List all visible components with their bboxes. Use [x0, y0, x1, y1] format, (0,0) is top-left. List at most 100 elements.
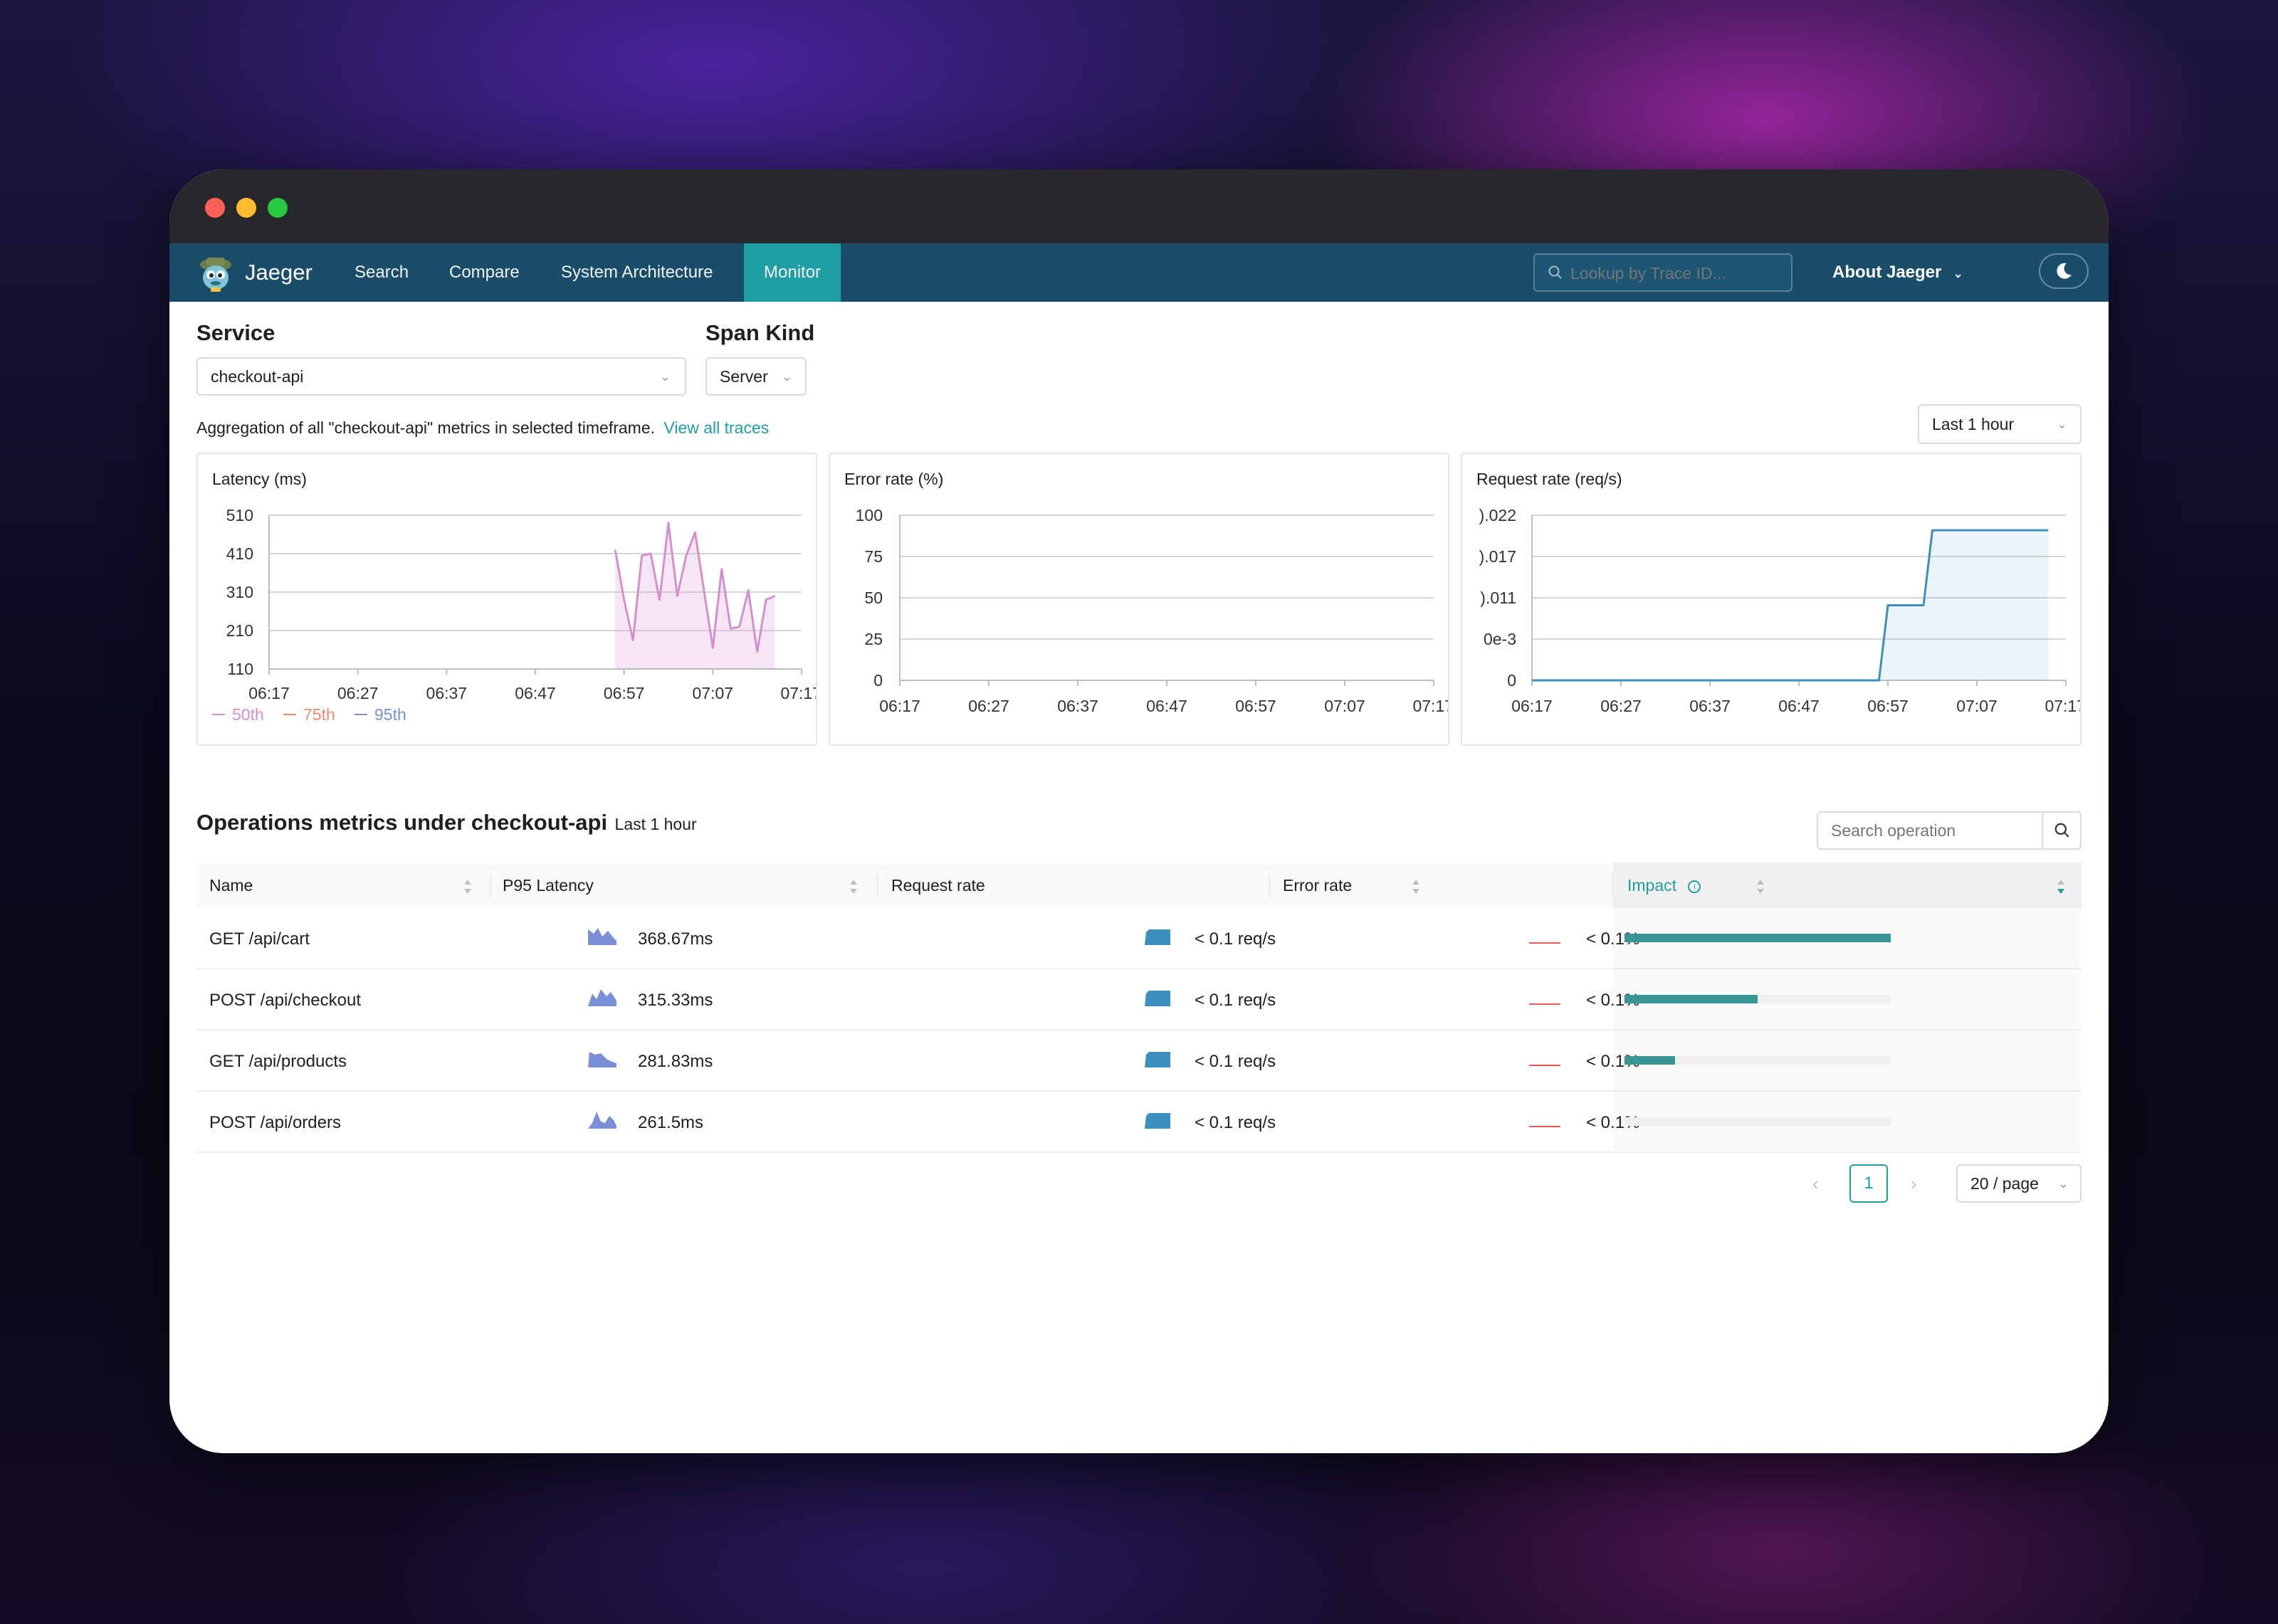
error-rate-sparkline-icon	[1529, 1065, 1560, 1066]
sort-icon[interactable]	[1755, 878, 1765, 895]
latency-chart-title: Latency (ms)	[212, 470, 307, 488]
table-row[interactable]: POST /api/checkout 315.33ms < 0.1 req/s …	[196, 969, 2082, 1030]
chevron-down-icon: ⌄	[659, 369, 671, 384]
table-row[interactable]: GET /api/products 281.83ms < 0.1 req/s <…	[196, 1030, 2082, 1091]
operation-name[interactable]: POST /api/checkout	[209, 991, 361, 1010]
table-row[interactable]: GET /api/cart 368.67ms < 0.1 req/s < 0.1…	[196, 908, 2082, 969]
nav-search[interactable]: Search	[355, 263, 409, 282]
data-point	[765, 599, 767, 601]
x-tick-label: 06:47	[1146, 697, 1187, 715]
column-impact[interactable]: Impact i	[1627, 863, 1701, 908]
x-tick-label: 07:17	[1412, 697, 1448, 715]
nav-system-architecture[interactable]: System Architecture	[561, 263, 713, 282]
table-row[interactable]: POST /api/orders 261.5ms < 0.1 req/s < 0…	[196, 1092, 2082, 1152]
data-point	[703, 589, 705, 591]
p95-latency: 281.83ms	[638, 1052, 713, 1071]
current-page-number: 1	[1864, 1174, 1874, 1193]
column-error-rate[interactable]: Error rate	[1283, 876, 1353, 895]
error-rate-sparkline-icon	[1529, 1003, 1560, 1005]
data-point	[614, 549, 616, 551]
view-all-traces-link[interactable]: View all traces	[663, 418, 770, 437]
operations-subtitle: Last 1 hour	[614, 815, 697, 833]
theme-toggle[interactable]	[2039, 253, 2089, 289]
search-operation-input[interactable]	[1817, 811, 2043, 850]
top-navbar: Jaeger Search Compare System Architectur…	[169, 243, 2109, 302]
sort-desc-icon[interactable]	[2056, 878, 2066, 895]
y-tick-label: 0	[1507, 671, 1516, 690]
data-point	[1531, 680, 1533, 681]
sort-icon[interactable]	[463, 878, 473, 895]
info-icon: i	[1688, 880, 1701, 893]
span-kind-label: Span Kind	[705, 320, 815, 345]
request-rate: < 0.1 req/s	[1195, 1113, 1276, 1132]
nav-compare[interactable]: Compare	[449, 263, 520, 282]
chevron-down-icon: ⌄	[781, 369, 792, 384]
timeframe-select[interactable]: Last 1 hour ⌄	[1918, 404, 2082, 444]
operation-name[interactable]: GET /api/cart	[209, 929, 310, 949]
latency-sparkline-icon	[588, 1112, 616, 1129]
data-point	[641, 555, 643, 557]
operation-name[interactable]: POST /api/orders	[209, 1113, 341, 1132]
data-point	[2047, 529, 2049, 531]
close-window-button[interactable]	[205, 198, 225, 218]
about-jaeger-menu[interactable]: About Jaeger ⌄	[1832, 243, 1963, 302]
trace-id-input[interactable]	[1569, 260, 1785, 286]
x-tick-label: 06:17	[879, 697, 920, 715]
error-rate-chart-title: Error rate (%)	[844, 470, 944, 488]
data-point	[694, 532, 696, 533]
impact-bar	[1624, 1117, 1891, 1126]
page-1-button[interactable]: 1	[1849, 1164, 1888, 1203]
series-line	[1532, 529, 2048, 682]
nav-monitor[interactable]: Monitor	[744, 243, 841, 302]
y-tick-label: ).022	[1479, 506, 1516, 524]
y-tick-label: 75	[864, 547, 883, 566]
column-request-rate[interactable]: Request rate	[891, 876, 985, 895]
x-tick-label: 07:17	[2045, 697, 2080, 715]
jaeger-logo[interactable]	[195, 252, 236, 293]
service-select[interactable]: checkout-api ⌄	[196, 357, 686, 396]
column-impact-label: Impact	[1627, 876, 1677, 895]
page-size-select[interactable]: 20 / page ⌄	[1956, 1164, 2082, 1203]
impact-bar-fill	[1624, 995, 1758, 1003]
error-rate-sparkline-icon	[1529, 942, 1560, 944]
request-rate: < 0.1 req/s	[1195, 991, 1276, 1010]
y-tick-label: 110	[227, 660, 253, 678]
column-p95-latency[interactable]: P95 Latency	[503, 876, 594, 895]
sort-icon[interactable]	[849, 878, 859, 895]
x-tick-label: 06:57	[604, 684, 645, 702]
y-tick-label: 0e-3	[1484, 630, 1516, 648]
operation-name[interactable]: GET /api/products	[209, 1052, 347, 1071]
zoom-window-button[interactable]	[268, 198, 288, 218]
search-operation-button[interactable]	[2042, 811, 2082, 850]
p95-latency: 368.67ms	[638, 929, 713, 949]
service-label: Service	[196, 320, 275, 345]
x-tick-label: 06:37	[1689, 697, 1731, 715]
error-rate-sparkline-icon	[1529, 1126, 1560, 1127]
timeframe-select-value: Last 1 hour	[1932, 415, 2015, 433]
x-tick-label: 06:27	[1600, 697, 1642, 715]
legend-label: 75th	[303, 705, 335, 724]
span-kind-select[interactable]: Server ⌄	[705, 357, 807, 396]
summary-text: Aggregation of all "checkout-api" metric…	[196, 418, 656, 437]
x-tick-label: 06:17	[1511, 697, 1553, 715]
search-icon	[1548, 265, 1563, 284]
column-name[interactable]: Name	[209, 876, 253, 895]
next-page-button[interactable]: ›	[1911, 1173, 1917, 1194]
impact-bar	[1624, 995, 1891, 1003]
legend-label: 50th	[232, 705, 264, 724]
x-tick-label: 07:07	[1324, 697, 1365, 715]
minimize-window-button[interactable]	[236, 198, 256, 218]
x-tick-label: 06:17	[248, 684, 290, 702]
brand-name[interactable]: Jaeger	[245, 260, 313, 285]
window-titlebar	[169, 169, 2109, 243]
prev-page-button[interactable]: ‹	[1812, 1173, 1819, 1194]
latency-sparkline-icon	[588, 928, 616, 945]
trace-id-search[interactable]	[1533, 253, 1793, 292]
p95-latency: 315.33ms	[638, 991, 713, 1010]
sort-icon[interactable]	[1411, 878, 1421, 895]
search-icon	[2054, 823, 2069, 838]
app-window: Jaeger Search Compare System Architectur…	[169, 169, 2109, 1453]
operations-heading: Operations metrics under checkout-api La…	[196, 810, 697, 835]
